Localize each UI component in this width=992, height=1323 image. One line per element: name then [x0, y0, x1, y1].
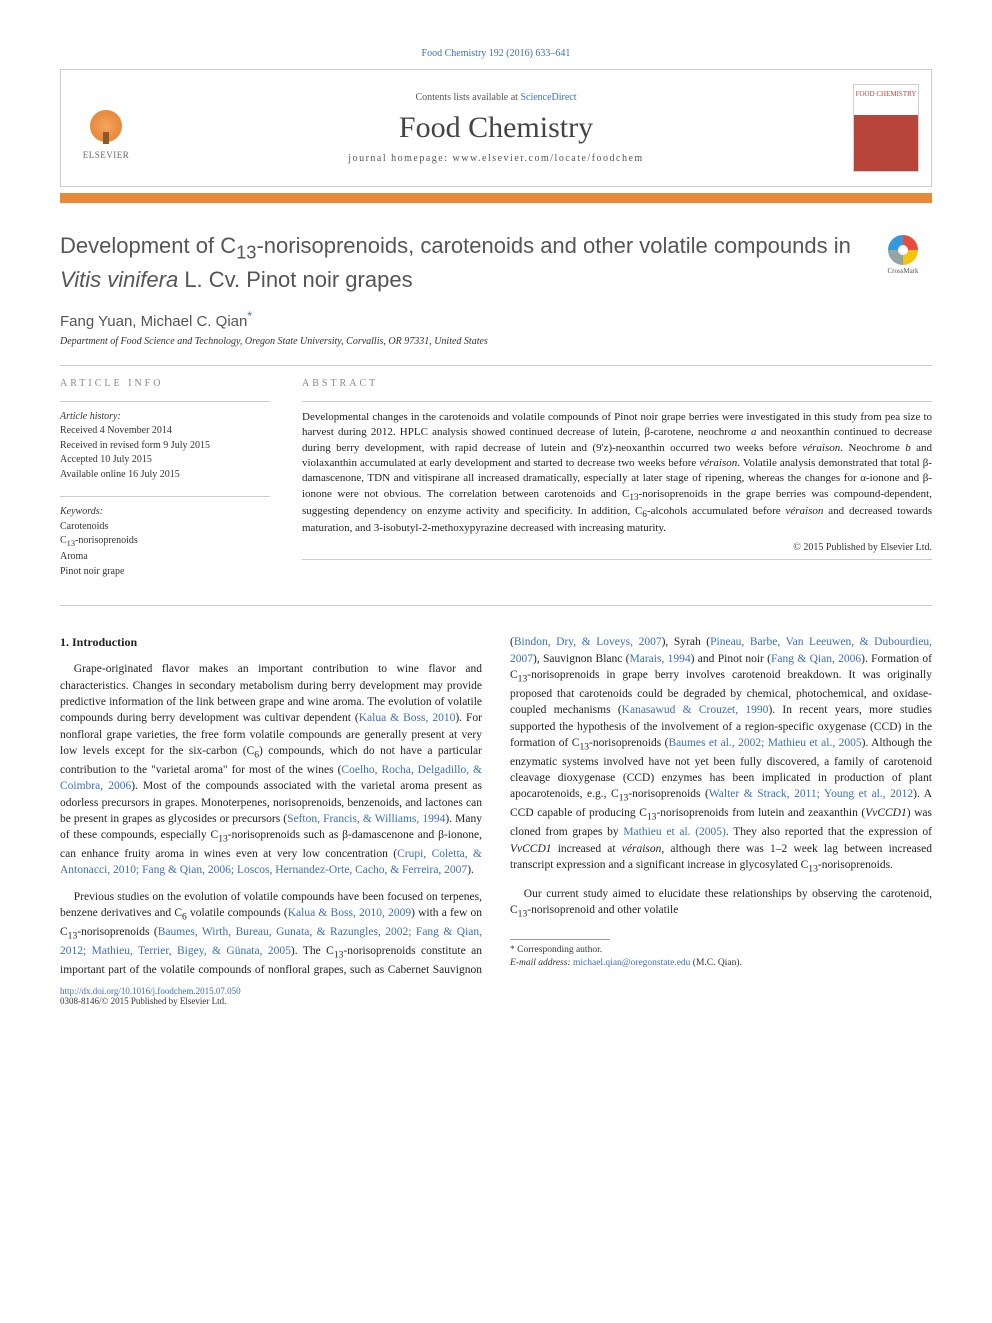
history-online: Available online 16 July 2015 — [60, 469, 180, 480]
info-divider-1 — [60, 401, 270, 402]
history-accepted: Accepted 10 July 2015 — [60, 454, 152, 465]
abstract-text: Developmental changes in the carotenoids… — [302, 410, 932, 536]
journal-header-center: Contents lists available at ScienceDirec… — [151, 70, 841, 186]
article-title: Development of C13-norisoprenoids, carot… — [60, 231, 854, 295]
body-para-1: Grape-originated flavor makes an importa… — [60, 661, 482, 878]
orange-divider-bar — [60, 193, 932, 203]
crossmark-icon — [888, 235, 918, 265]
authors-line: Fang Yuan, Michael C. Qian* — [60, 309, 932, 330]
history-revised: Received in revised form 9 July 2015 — [60, 440, 210, 451]
article-info-label: ARTICLE INFO — [60, 378, 270, 389]
affiliation-line: Department of Food Science and Technolog… — [60, 336, 932, 347]
corresponding-author-note: * Corresponding author. — [510, 944, 932, 957]
info-divider-2 — [60, 496, 270, 497]
sciencedirect-link[interactable]: ScienceDirect — [520, 92, 576, 103]
abstract-column: ABSTRACT Developmental changes in the ca… — [302, 378, 932, 594]
crossmark-badge[interactable]: CrossMark — [874, 231, 932, 275]
publisher-logo-block: ELSEVIER — [61, 70, 151, 186]
email-label: E-mail address: — [510, 958, 571, 968]
footnotes: * Corresponding author. E-mail address: … — [510, 944, 932, 970]
abstract-copyright: © 2015 Published by Elsevier Ltd. — [302, 542, 932, 553]
mid-divider — [60, 605, 932, 606]
keywords-heading: Keywords: — [60, 506, 103, 517]
citation-line: Food Chemistry 192 (2016) 633–641 — [60, 48, 932, 59]
abstract-divider — [302, 401, 932, 402]
journal-homepage-line: journal homepage: www.elsevier.com/locat… — [348, 153, 643, 164]
keywords-list: CarotenoidsC13-norisoprenoidsAromaPinot … — [60, 521, 138, 577]
article-history-heading: Article history: — [60, 411, 121, 422]
footnote-divider — [510, 939, 610, 940]
journal-header-box: ELSEVIER Contents lists available at Sci… — [60, 69, 932, 187]
section-heading-intro: 1. Introduction — [60, 634, 482, 651]
email-suffix: (M.C. Qian). — [693, 958, 742, 968]
crossmark-label: CrossMark — [887, 267, 918, 275]
journal-cover-thumbnail: FOOD CHEMISTRY — [853, 84, 919, 172]
issn-copyright: 0308-8146/© 2015 Published by Elsevier L… — [60, 996, 226, 1006]
article-info-column: ARTICLE INFO Article history: Received 4… — [60, 378, 270, 594]
body-para-3: Our current study aimed to elucidate the… — [510, 886, 932, 921]
journal-cover-label: FOOD CHEMISTRY — [854, 91, 918, 99]
journal-name: Food Chemistry — [399, 111, 593, 145]
history-received: Received 4 November 2014 — [60, 425, 172, 436]
elsevier-tree-icon — [81, 96, 131, 146]
page-footer: http://dx.doi.org/10.1016/j.foodchem.201… — [60, 986, 932, 1006]
body-text: 1. Introduction Grape-originated flavor … — [60, 634, 932, 978]
abstract-label: ABSTRACT — [302, 378, 932, 389]
contents-available-line: Contents lists available at ScienceDirec… — [415, 92, 576, 103]
doi-link[interactable]: http://dx.doi.org/10.1016/j.foodchem.201… — [60, 986, 241, 996]
abstract-bottom-divider — [302, 559, 932, 560]
corresponding-email-link[interactable]: michael.qian@oregonstate.edu — [573, 958, 690, 968]
contents-prefix: Contents lists available at — [415, 92, 520, 103]
publisher-label: ELSEVIER — [83, 150, 130, 160]
top-divider — [60, 365, 932, 366]
journal-cover-block: FOOD CHEMISTRY — [841, 70, 931, 186]
